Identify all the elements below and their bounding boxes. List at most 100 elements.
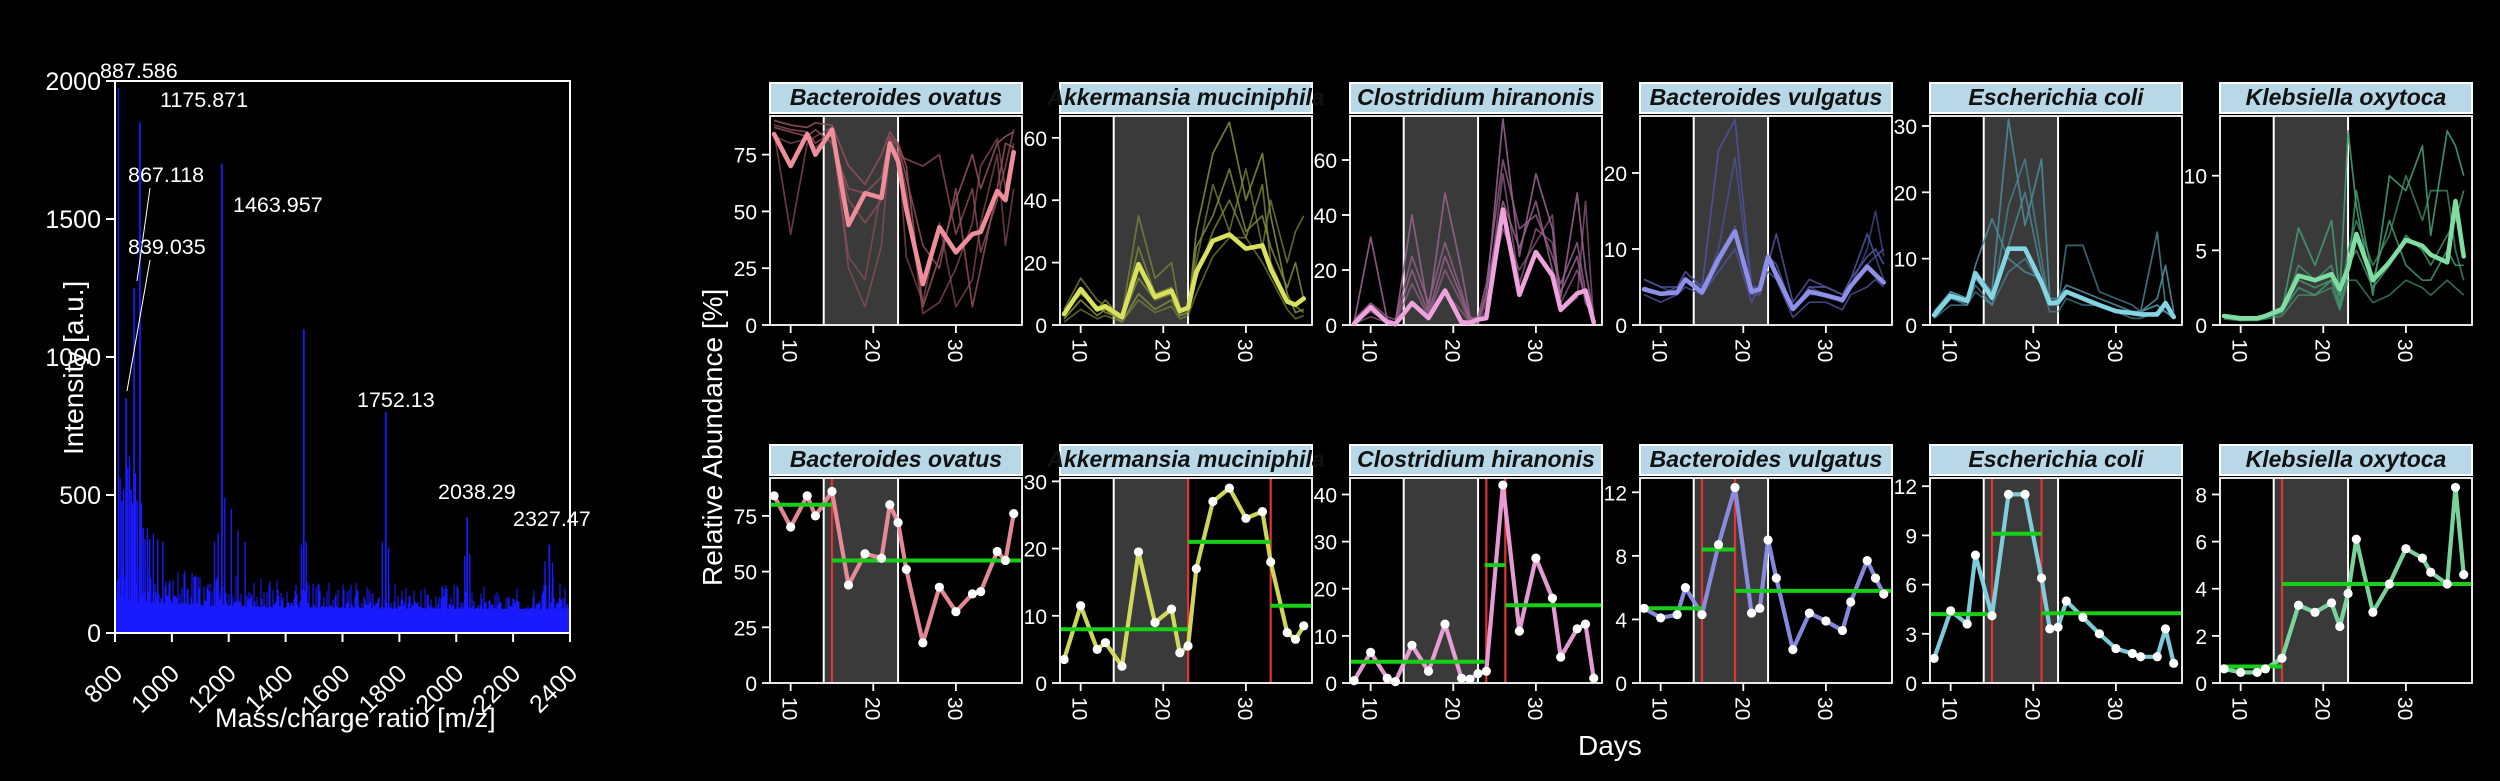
peak-label: 867.118 xyxy=(128,163,204,187)
spectrum-y-tick-label: 1000 xyxy=(45,344,101,372)
data-point-dot xyxy=(1423,666,1434,676)
panel-header xyxy=(2219,82,2473,114)
data-point-dot xyxy=(1672,610,1682,620)
replicate-line xyxy=(773,126,1015,308)
data-point-dot xyxy=(1465,674,1475,684)
data-point-dot xyxy=(1166,604,1177,614)
data-point-dot xyxy=(1879,589,1889,599)
panel-header xyxy=(1929,82,2183,114)
data-point-dot xyxy=(2384,579,2394,589)
x-tick-label: 20 xyxy=(1440,697,1463,720)
data-point-dot xyxy=(2020,489,2030,499)
x-tick-label: 30 xyxy=(2393,697,2416,720)
data-point-dot xyxy=(786,522,796,532)
data-point-dot xyxy=(1929,653,1939,663)
x-tick-label: 20 xyxy=(2020,339,2043,362)
x-tick-label: 20 xyxy=(1440,339,1463,362)
panel-border xyxy=(769,477,1023,684)
x-tick-label: 30 xyxy=(2103,697,2126,720)
data-point-dot xyxy=(1241,513,1251,523)
peak-label: 839.035 xyxy=(128,235,206,259)
x-tick-label: 20 xyxy=(1150,339,1173,362)
panel-header xyxy=(1929,444,2183,476)
data-point-dot xyxy=(1257,507,1268,517)
data-point-dot xyxy=(2450,482,2461,493)
data-point-dot xyxy=(2136,652,2146,662)
panel-title: Akkermansia muciniphila xyxy=(1046,84,1325,110)
data-point-dot xyxy=(2335,621,2345,632)
data-point-dot xyxy=(1755,603,1765,613)
data-point-dot xyxy=(934,582,944,592)
data-point-dot xyxy=(2078,612,2088,622)
x-tick-label: 30 xyxy=(1233,339,1256,362)
panel-border xyxy=(1929,115,2183,326)
data-point-dot xyxy=(769,491,779,501)
data-point-dot xyxy=(2343,588,2353,599)
peak-label-leader xyxy=(126,259,151,392)
panel-title: Klebsiella oxytoca xyxy=(2246,446,2447,472)
panel-title: Clostridium hiranonis xyxy=(1357,84,1595,110)
data-point-dot xyxy=(2111,643,2121,654)
data-point-dot xyxy=(1547,593,1558,603)
data-point-dot xyxy=(2127,648,2138,659)
data-point-dot xyxy=(2277,653,2287,663)
panel-border xyxy=(1059,477,1313,684)
data-point-dot xyxy=(1498,480,1508,490)
data-point-dot xyxy=(2417,553,2428,563)
data-point-dot xyxy=(2169,658,2179,668)
x-tick-label: 10 xyxy=(1648,339,1671,362)
data-point-dot xyxy=(1117,661,1127,671)
data-point-dot xyxy=(1656,613,1666,623)
x-tick-label: 30 xyxy=(1813,339,1836,362)
replicate-line xyxy=(1933,257,2175,320)
data-point-dot xyxy=(893,517,903,528)
y-tick-label: 10 xyxy=(1894,249,1917,272)
mean-line xyxy=(2221,198,2467,321)
x-tick-label: 20 xyxy=(2020,697,2043,720)
y-tick-label: 8 xyxy=(1615,546,1627,569)
data-point-dot xyxy=(1987,611,1997,621)
y-tick-label: 0 xyxy=(1905,673,1917,696)
data-point-dot xyxy=(2260,664,2271,674)
y-tick-label: 10 xyxy=(1024,606,1047,629)
panel-header xyxy=(1349,82,1603,114)
data-point-dot xyxy=(2459,570,2469,580)
x-tick-label: 30 xyxy=(943,339,966,362)
data-point-dot xyxy=(1000,555,1011,566)
data-point-dot xyxy=(1788,645,1798,655)
data-point-dot xyxy=(918,638,928,648)
x-tick-label: 20 xyxy=(1150,697,1173,720)
x-tick-label: 20 xyxy=(860,339,883,362)
panel-title: Escherichia coli xyxy=(1968,446,2144,472)
x-tick-label: 10 xyxy=(1648,697,1671,720)
data-point-dot xyxy=(1390,676,1401,687)
y-tick-label: 0 xyxy=(2195,315,2207,338)
data-point-dot xyxy=(1730,482,1740,493)
y-tick-label: 5 xyxy=(2195,240,2207,263)
y-tick-label: 0 xyxy=(745,673,757,696)
y-tick-label: 9 xyxy=(1905,525,1917,548)
abundance-panel-bottom-bacteroides-vulgatus: Bacteroides vulgatus 0 4 8 12 10 20 30 xyxy=(1604,444,1893,720)
abundance-panel-top-clostridium-hiranonis: Clostridium hiranonis 0 20 40 60 10 20 30 xyxy=(1314,82,1603,362)
data-point-dot xyxy=(1481,666,1491,676)
data-point-dot xyxy=(1290,634,1301,644)
data-point-dot xyxy=(1175,648,1185,658)
y-tick-label: 2 xyxy=(2195,626,2207,649)
data-point-dot xyxy=(1639,603,1649,613)
data-point-dot xyxy=(1680,583,1691,593)
mean-line xyxy=(1061,232,1307,320)
data-point-dot xyxy=(1224,483,1234,493)
data-point-dot xyxy=(1946,606,1956,616)
data-point-dot xyxy=(802,491,812,501)
peak-label: 1175.871 xyxy=(160,88,248,112)
data-point-dot xyxy=(1531,553,1541,563)
mean-line xyxy=(771,127,1017,287)
data-point-dot xyxy=(1183,641,1193,651)
data-point-dot xyxy=(1870,573,1881,583)
y-tick-label: 60 xyxy=(1314,150,1337,173)
y-tick-label: 0 xyxy=(1035,673,1047,696)
data-point-dot xyxy=(1862,556,1872,566)
panel-border xyxy=(1059,115,1313,326)
x-tick-label: 10 xyxy=(778,697,801,720)
panel-title: Bacteroides ovatus xyxy=(790,84,1002,110)
